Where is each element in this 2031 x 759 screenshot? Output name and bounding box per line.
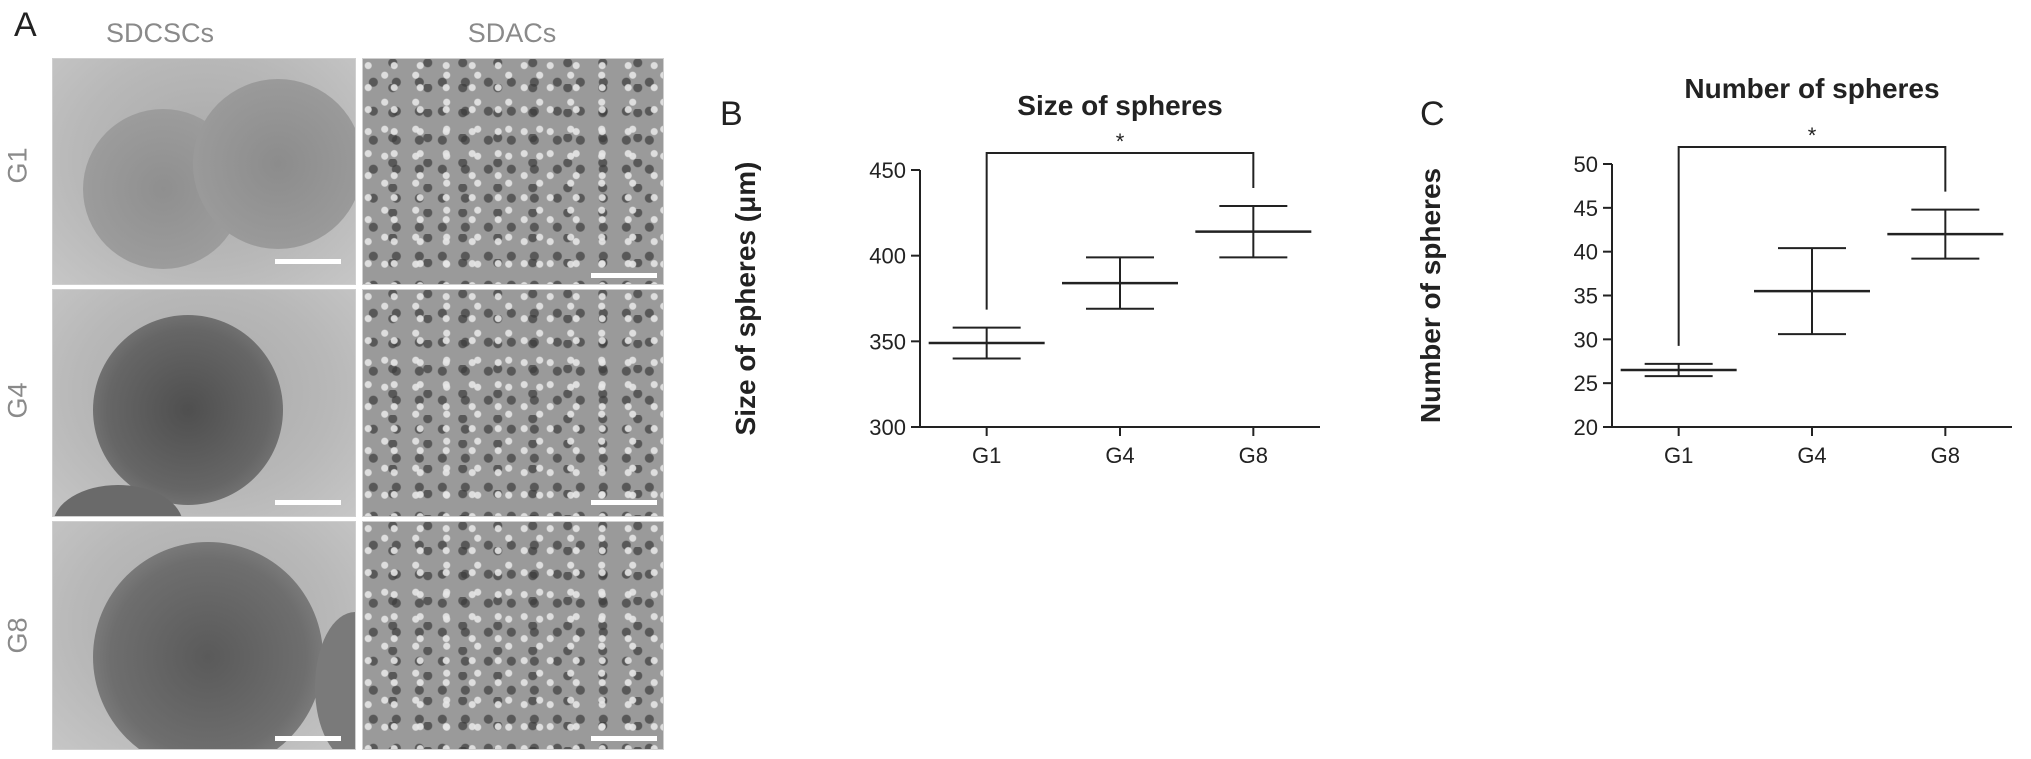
significance-bracket — [1677, 146, 1947, 346]
micrograph-sdcsc-g1 — [52, 58, 356, 285]
y-tick-label: 350 — [869, 329, 906, 354]
micrograph-sdcsc-g4 — [52, 289, 356, 517]
y-axis-label: Size of spheres (μm) — [730, 162, 761, 436]
chart-title: Number of spheres — [1684, 73, 1939, 104]
column-title-sdcscs: SDCSCs — [105, 18, 214, 48]
y-tick-label: 35 — [1574, 284, 1598, 309]
sphere-image — [93, 542, 323, 749]
y-tick-label: 450 — [869, 158, 906, 183]
sphere-image — [93, 315, 283, 505]
panel-b-letter: B — [720, 95, 743, 133]
sphere-image — [193, 79, 355, 249]
x-tick-label: G4 — [1797, 443, 1826, 468]
y-tick-label: 20 — [1574, 415, 1598, 440]
panel-a-letter: A — [14, 6, 37, 44]
scale-bar — [275, 259, 341, 264]
micrograph-sdac-g8 — [362, 521, 664, 750]
y-tick-label: 50 — [1574, 152, 1598, 177]
x-tick-label: G1 — [1664, 443, 1693, 468]
panel-c-letter: C — [1420, 95, 1445, 133]
x-tick-label: G1 — [972, 443, 1001, 468]
significance-bracket — [985, 152, 1255, 310]
micrograph-sdac-g4 — [362, 289, 664, 517]
x-tick-label: G4 — [1105, 443, 1134, 468]
y-tick-label: 40 — [1574, 240, 1598, 265]
y-tick-label: 400 — [869, 244, 906, 269]
scale-bar — [591, 500, 657, 505]
chart-number-of-spheres: C Number of spheres Number of spheres 20 25… — [1415, 73, 2012, 468]
row-label-g1: G1 — [2, 147, 33, 184]
scale-bar — [275, 500, 341, 505]
micrograph-sdac-g1 — [362, 58, 664, 285]
significance-star: * — [1116, 129, 1125, 154]
y-axis-label: Number of spheres — [1415, 168, 1446, 423]
y-tick-label: 45 — [1574, 196, 1598, 221]
x-tick-label: G8 — [1239, 443, 1268, 468]
scale-bar — [275, 736, 341, 741]
y-tick-label: 25 — [1574, 371, 1598, 396]
sphere-image — [315, 612, 355, 749]
column-title-sdacs: SDACs — [467, 18, 557, 48]
row-label-g4: G4 — [2, 382, 33, 419]
scale-bar — [591, 736, 657, 741]
chart-size-of-spheres: B Size of spheres Size of spheres (μm) 300… — [720, 90, 1320, 468]
scale-bar — [591, 273, 657, 278]
significance-star: * — [1808, 123, 1817, 148]
micrograph-sdcsc-g8 — [52, 521, 356, 750]
y-tick-label: 300 — [869, 415, 906, 440]
chart-title: Size of spheres — [1017, 90, 1222, 121]
x-tick-label: G8 — [1931, 443, 1960, 468]
y-tick-label: 30 — [1574, 327, 1598, 352]
row-label-g8: G8 — [2, 617, 33, 654]
